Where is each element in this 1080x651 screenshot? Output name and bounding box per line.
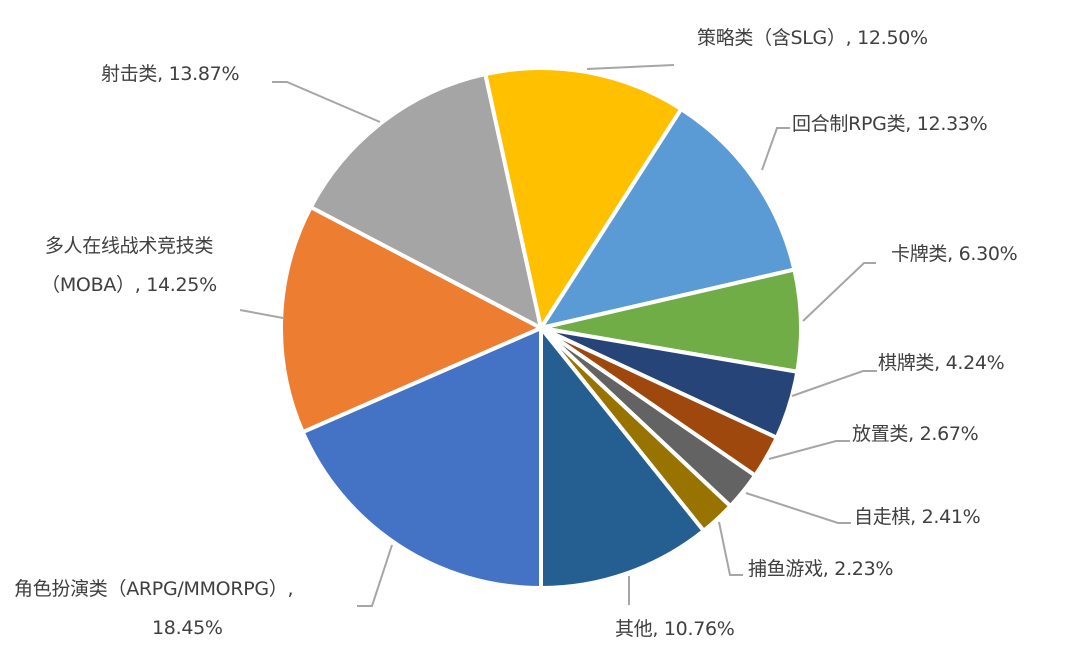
leader-line-idle [768,440,850,460]
pie-slice [483,66,684,330]
label-shooter: 射击类, 13.87% [101,63,240,85]
leader-line-rpg [357,544,393,607]
label-board: 棋牌类, 4.24% [878,352,1005,374]
leader-line-turn-rpg [761,127,790,171]
label-rpg-name: 角色扮演类（ARPG/MMORPG）, [14,578,294,600]
label-rpg-value: 18.45% [152,617,223,639]
pie-slice [300,326,543,590]
label-fishing: 捕鱼游戏, 2.23% [748,558,894,580]
label-moba: 多人在线战术竞技类 （MOBA）, 14.25% [14,234,244,297]
leader-line-moba [239,309,284,319]
label-moba-value: （MOBA）, 14.25% [41,274,217,296]
leader-line-board [791,370,877,397]
label-rpg: 角色扮演类（ARPG/MMORPG）, 18.45% [14,577,364,640]
leader-line-strategy [586,64,675,70]
leader-lines [239,64,877,607]
leader-line-autochess [745,492,851,524]
leader-line-shooter [272,81,381,123]
leader-line-card [802,262,876,322]
pie-slice [539,326,706,590]
label-autochess: 自走棋, 2.41% [854,506,981,528]
pie-slice [308,72,543,330]
label-turn-rpg: 回合制RPG类, 12.33% [792,113,988,135]
label-other: 其他, 10.76% [615,618,735,640]
pie-slices [279,66,803,590]
label-idle: 放置类, 2.67% [852,423,979,445]
pie-slice [539,107,797,330]
label-card: 卡牌类, 6.30% [891,243,1018,265]
leader-line-fishing [718,521,743,576]
label-strategy: 策略类（含SLG）, 12.50% [697,27,928,49]
label-moba-name: 多人在线战术竞技类 [44,235,214,257]
